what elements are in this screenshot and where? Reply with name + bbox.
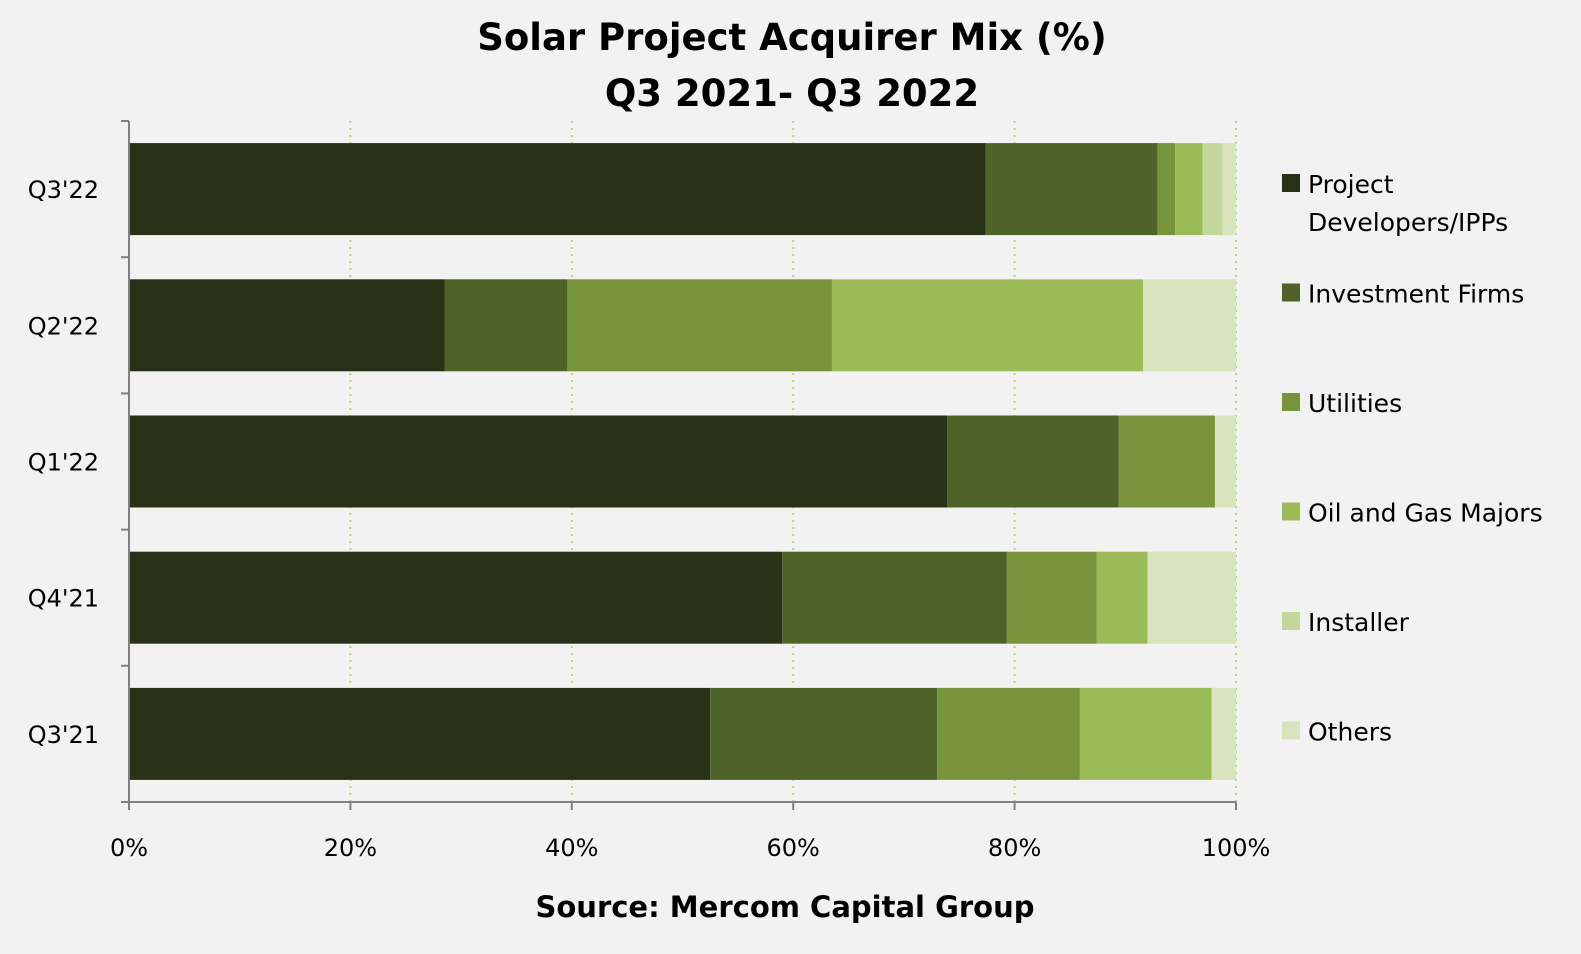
bar-segment xyxy=(1143,279,1236,372)
legend-swatch xyxy=(1282,612,1300,630)
y-tick-label: Q1'22 xyxy=(28,449,99,477)
legend-label: Utilities xyxy=(1308,389,1402,418)
bar-segment xyxy=(1147,551,1236,644)
bar-segment xyxy=(1157,143,1176,236)
x-tick-label: 20% xyxy=(324,834,377,862)
bar-segment xyxy=(1202,143,1223,236)
x-axis-tick-labels: 0% 20% 40% 60% 80% 100% xyxy=(110,834,1270,862)
bar-segment xyxy=(985,143,1158,236)
bar-segment xyxy=(947,415,1119,508)
legend-label: Oil and Gas Majors xyxy=(1308,499,1543,528)
chart-title: Solar Project Acquirer Mix (%) Q3 2021- Q… xyxy=(477,16,1107,115)
legend-label: Others xyxy=(1308,718,1392,747)
bar-segment xyxy=(1079,687,1212,780)
legend-swatch xyxy=(1282,393,1300,411)
y-tick-label: Q3'21 xyxy=(28,721,99,749)
legend-label: Investment Firms xyxy=(1308,280,1524,309)
bar-segment xyxy=(1214,415,1236,508)
bar-segment xyxy=(129,687,711,780)
x-tick-label: 60% xyxy=(767,834,820,862)
bar-segment xyxy=(1006,551,1097,644)
bar-segment xyxy=(710,687,938,780)
y-tick-label: Q3'22 xyxy=(28,176,99,204)
bar-segment xyxy=(129,143,986,236)
bar-segment xyxy=(567,279,832,372)
bar-segment xyxy=(1096,551,1148,644)
y-tick-label: Q4'21 xyxy=(28,585,99,613)
source-note: Source: Mercom Capital Group xyxy=(535,890,1034,924)
bar-segment xyxy=(129,551,783,644)
x-tick-label: 0% xyxy=(110,834,148,862)
legend-swatch xyxy=(1282,174,1300,192)
x-tick-label: 40% xyxy=(545,834,598,862)
bar-segment xyxy=(1222,143,1236,236)
legend-label: Installer xyxy=(1308,608,1410,637)
legend-swatch xyxy=(1282,721,1300,740)
bar-segment xyxy=(1118,415,1215,508)
axes xyxy=(121,120,1237,810)
bars xyxy=(129,143,1236,780)
bar-segment xyxy=(782,551,1007,644)
bar-segment xyxy=(937,687,1080,780)
bar-segment xyxy=(831,279,1144,372)
bar-segment xyxy=(1175,143,1203,236)
bar-segment xyxy=(129,279,445,372)
x-tick-label: 100% xyxy=(1202,834,1271,862)
legend-label: Developers/IPPs xyxy=(1308,208,1508,237)
legend: Project Developers/IPPs Investment Firms Ut… xyxy=(1282,170,1543,747)
x-tick-label: 80% xyxy=(988,834,1041,862)
legend-swatch xyxy=(1282,283,1300,302)
legend-label: Project xyxy=(1308,170,1394,199)
bar-segment xyxy=(129,415,948,508)
chart-title-line: Q3 2021- Q3 2022 xyxy=(605,72,979,115)
y-tick-label: Q2'22 xyxy=(28,312,99,340)
legend-swatch xyxy=(1282,502,1300,521)
chart-title-line: Solar Project Acquirer Mix (%) xyxy=(477,16,1107,59)
y-axis-tick-labels: Q3'22 Q2'22 Q1'22 Q4'21 Q3'21 xyxy=(28,176,99,749)
bar-segment xyxy=(444,279,568,372)
bar-segment xyxy=(1211,687,1236,780)
